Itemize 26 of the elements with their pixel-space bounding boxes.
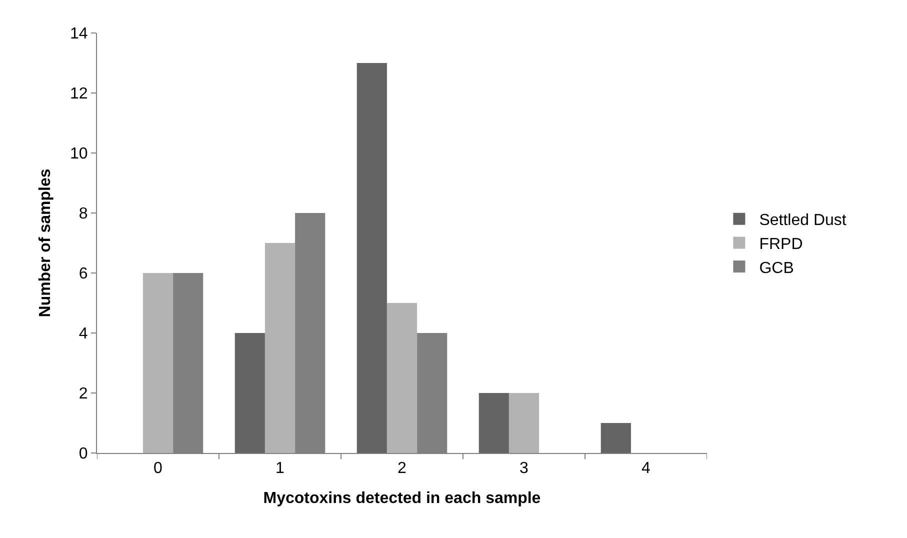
y-tick-label: 4 — [78, 326, 88, 343]
bar — [508, 393, 540, 453]
legend-label: FRPD — [759, 236, 803, 253]
bar — [600, 423, 631, 453]
legend-label: Settled Dust — [759, 212, 847, 230]
x-axis-title: Mycotoxins detected in each sample — [263, 490, 541, 507]
x-tick-label: 0 — [154, 460, 163, 478]
bar — [234, 333, 265, 453]
legend-label: GCB — [759, 260, 794, 277]
y-tick-label: 0 — [78, 446, 88, 463]
bar — [478, 393, 509, 453]
y-tick-label: 8 — [78, 206, 88, 223]
y-tick-label: 10 — [70, 146, 88, 163]
x-tick-label: 3 — [520, 460, 529, 478]
x-tick-label: 2 — [398, 460, 407, 478]
bar — [264, 243, 296, 453]
y-tick-label: 6 — [78, 266, 88, 283]
y-tick-label: 14 — [70, 26, 88, 43]
bar — [142, 273, 174, 453]
bar — [356, 63, 387, 453]
x-tick-label: 4 — [642, 460, 651, 478]
bar — [386, 303, 418, 453]
y-axis-title: Number of samples — [36, 168, 54, 318]
x-tick-label: 1 — [276, 460, 285, 478]
y-tick-label: 12 — [70, 86, 88, 103]
y-tick-label: 2 — [78, 386, 88, 403]
